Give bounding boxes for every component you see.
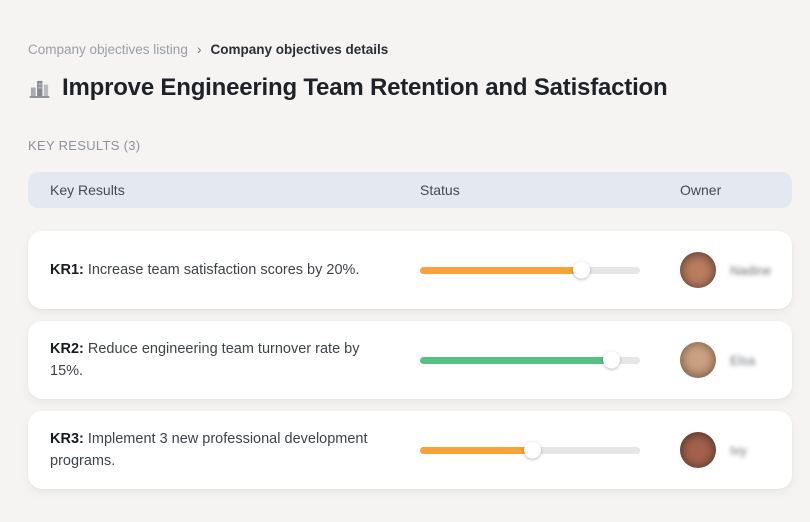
objective-details-page: Company objectives listing › Company obj…: [28, 41, 792, 489]
title-row: Improve Engineering Team Retention and S…: [28, 74, 792, 102]
kr-id: KR1:: [50, 261, 84, 278]
progress-handle[interactable]: [524, 441, 542, 459]
owner-name: Elsa: [730, 352, 756, 368]
kr-text: Increase team satisfaction scores by 20%…: [87, 261, 360, 278]
avatar: [680, 432, 716, 468]
progress-slider[interactable]: [420, 441, 640, 459]
column-header-owner: Owner: [680, 182, 722, 198]
key-result-text-cell: KR2: Reduce engineering team turnover rat…: [50, 338, 420, 383]
key-result-row[interactable]: KR1: Increase team satisfaction scores by…: [28, 231, 792, 309]
progress-handle[interactable]: [603, 351, 621, 369]
progress-fill: [420, 266, 581, 274]
key-results-section-label: KEY RESULTS (3): [28, 138, 141, 153]
column-header-status: Status: [420, 182, 460, 198]
key-results-list: KR1: Increase team satisfaction scores by…: [28, 231, 792, 489]
chevron-right-icon: ›: [196, 41, 202, 57]
owner-cell: Elsa: [680, 342, 792, 378]
buildings-icon: [29, 80, 50, 98]
kr-text: Reduce engineering team turnover rate by…: [50, 340, 360, 379]
owner-name: Nadine: [730, 262, 772, 278]
owner-name: Ivy: [730, 442, 747, 458]
progress-slider[interactable]: [420, 261, 640, 279]
progress-handle[interactable]: [572, 261, 590, 279]
owner-cell: Nadine: [680, 252, 792, 288]
status-cell: [420, 351, 680, 369]
avatar: [680, 252, 716, 288]
status-cell: [420, 441, 680, 459]
kr-id: KR2:: [50, 340, 84, 357]
key-result-row[interactable]: KR3: Implement 3 new professional develop…: [28, 411, 792, 489]
breadcrumb: Company objectives listing › Company obj…: [28, 41, 792, 57]
progress-slider[interactable]: [420, 351, 640, 369]
table-header: Key Results Status Owner: [28, 172, 792, 208]
breadcrumb-item-details: Company objectives details: [210, 41, 389, 57]
key-result-row[interactable]: KR2: Reduce engineering team turnover rat…: [28, 321, 792, 399]
breadcrumb-item-listing[interactable]: Company objectives listing: [28, 41, 188, 57]
progress-fill: [420, 446, 533, 454]
key-result-text-cell: KR3: Implement 3 new professional develop…: [50, 428, 420, 473]
key-result-text-cell: KR1: Increase team satisfaction scores by…: [50, 259, 420, 281]
owner-cell: Ivy: [680, 432, 792, 468]
kr-id: KR3:: [50, 430, 84, 447]
progress-fill: [420, 356, 612, 364]
column-header-key-results: Key Results: [50, 182, 125, 198]
page-title: Improve Engineering Team Retention and S…: [62, 74, 668, 101]
status-cell: [420, 261, 680, 279]
kr-text: Implement 3 new professional development…: [50, 430, 368, 469]
avatar: [680, 342, 716, 378]
